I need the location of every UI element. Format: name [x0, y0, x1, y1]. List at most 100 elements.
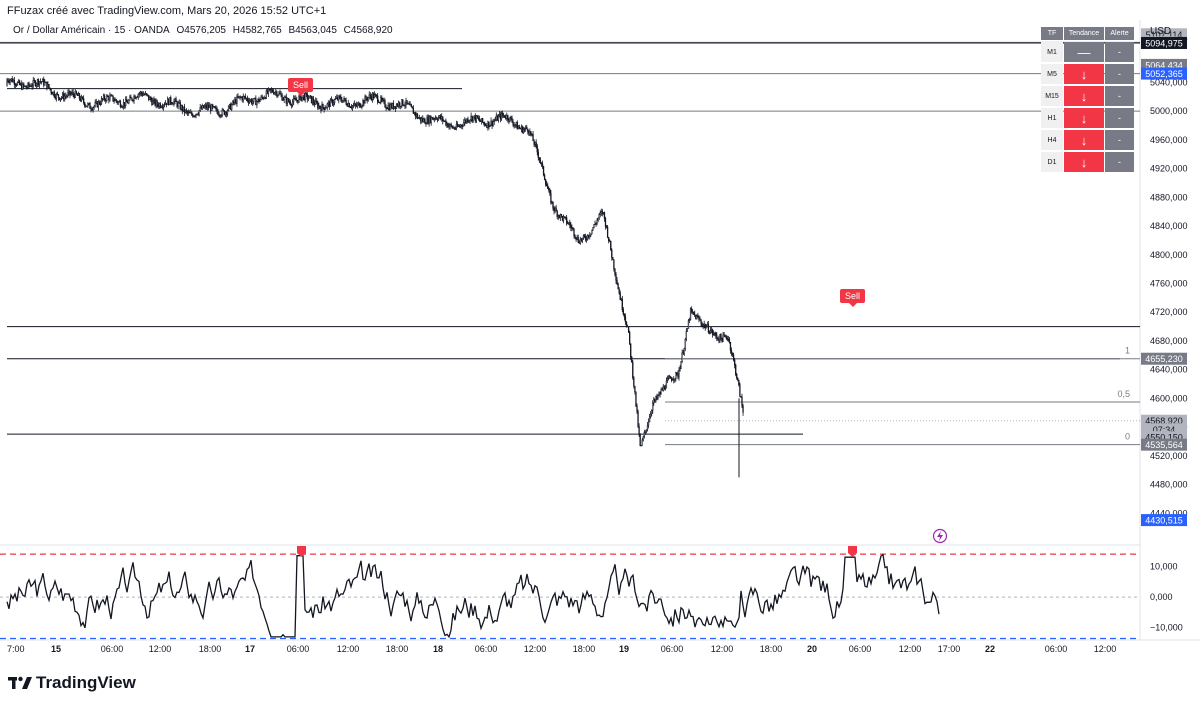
candle-body — [330, 99, 333, 101]
candle-body — [485, 124, 487, 127]
price-tag — [1141, 514, 1187, 527]
candle-body — [696, 315, 698, 320]
candle-body — [615, 274, 617, 281]
candle-body — [318, 105, 320, 109]
candle-body — [93, 105, 95, 108]
candle-body — [652, 402, 654, 411]
candle-body — [53, 91, 55, 97]
candle-body — [589, 234, 591, 238]
candle-body — [613, 259, 615, 270]
candle-body — [162, 104, 165, 108]
candle-body — [134, 95, 136, 99]
candle-body — [30, 85, 32, 88]
trend-header: Tendance — [1064, 27, 1104, 40]
price-tag-label: 5094,975 — [1145, 38, 1183, 48]
candle-body — [694, 313, 696, 316]
candle-body — [470, 115, 472, 121]
candle-body — [136, 96, 138, 99]
candle-body — [598, 214, 600, 219]
trend-row: M15 ↓ - — [1041, 86, 1134, 106]
tradingview-logo[interactable]: TradingView — [8, 673, 136, 693]
candle-body — [617, 283, 619, 290]
candle-body — [464, 119, 466, 123]
candle-body — [262, 97, 264, 100]
candle-body — [364, 96, 366, 104]
candle-body — [560, 214, 563, 217]
candle-body — [693, 311, 695, 315]
trend-row: H4 ↓ - — [1041, 130, 1134, 150]
price-tick-label: 5040,000 — [1150, 77, 1188, 87]
trend-table-header: TF Tendance Alerte — [1041, 27, 1134, 40]
candle-body — [363, 100, 365, 104]
candle-body — [195, 113, 197, 117]
trend-cell: ↓ — [1064, 152, 1104, 172]
candle-body — [216, 108, 218, 112]
sell-signal-badge: Sell — [840, 289, 866, 307]
candle-body — [371, 93, 374, 100]
currency-label[interactable]: USD — [1150, 26, 1172, 37]
candle-body — [501, 113, 504, 116]
candle-body — [466, 118, 468, 123]
candle-body — [125, 99, 127, 106]
candle-body — [566, 217, 568, 224]
candle-body — [642, 436, 644, 441]
candle-body — [105, 99, 107, 101]
candle-body — [576, 236, 578, 240]
candle-body — [479, 120, 482, 122]
candle-body — [248, 100, 251, 103]
candle-body — [400, 105, 402, 108]
candle-body — [329, 99, 332, 107]
candle-body — [408, 103, 410, 105]
candle-body — [51, 92, 53, 95]
candles-group — [6, 76, 744, 447]
candle-body — [701, 323, 703, 327]
candle-body — [653, 399, 655, 404]
osc-tick-label: 10,000 — [1150, 561, 1178, 571]
time-tick-label: 12:00 — [1094, 644, 1117, 654]
candle-body — [463, 122, 465, 127]
candle-body — [525, 126, 527, 129]
candle-body — [443, 120, 445, 122]
candle-body — [731, 352, 734, 356]
osc-tick-label: 0,000 — [1150, 592, 1173, 602]
candle-body — [296, 99, 298, 102]
candle-body — [320, 107, 322, 111]
candle-body — [198, 110, 200, 115]
candle-body — [356, 104, 358, 107]
candle-body — [719, 334, 721, 342]
candle-body — [246, 97, 249, 101]
candle-body — [73, 94, 75, 98]
candle-body — [568, 222, 570, 224]
time-tick-label: 19 — [619, 644, 629, 654]
sell-signal-badge: Sell — [288, 78, 314, 96]
candle-body — [599, 212, 601, 215]
candle-body — [10, 78, 12, 81]
candle-body — [357, 103, 359, 107]
candle-body — [275, 91, 277, 93]
candle-body — [11, 78, 13, 83]
candle-body — [483, 122, 485, 124]
candle-body — [550, 192, 552, 204]
candle-body — [100, 98, 103, 105]
candle-body — [46, 81, 48, 89]
candle-body — [729, 342, 732, 351]
price-tag-label: 4655,230 — [1145, 354, 1183, 364]
candle-body — [167, 98, 169, 105]
candle-body — [168, 98, 170, 105]
candle-body — [206, 104, 209, 109]
candle-body — [366, 98, 368, 101]
candle-body — [217, 111, 219, 116]
candle-body — [442, 116, 444, 122]
candle-body — [487, 121, 489, 128]
candle-body — [251, 99, 253, 104]
candle-body — [314, 102, 316, 105]
candle-body — [328, 102, 331, 107]
candle-body — [520, 126, 523, 130]
candle-body — [83, 98, 85, 103]
candle-body — [333, 99, 336, 103]
candle-body — [298, 96, 300, 103]
candle-body — [259, 99, 261, 102]
candle-body — [732, 354, 735, 361]
tf-label: M15 — [1041, 86, 1063, 106]
